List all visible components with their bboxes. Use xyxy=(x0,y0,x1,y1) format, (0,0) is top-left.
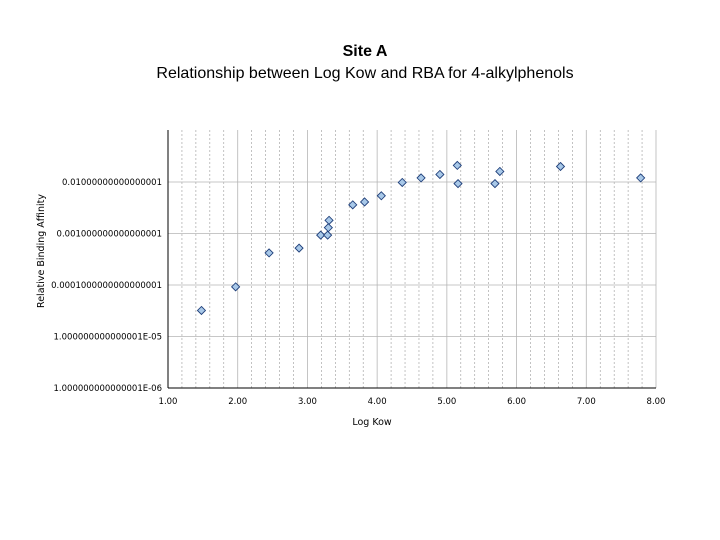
y-tick-label: 1.000000000000001E-05 xyxy=(54,333,162,343)
data-point xyxy=(348,200,358,210)
data-point xyxy=(453,178,463,189)
data-point xyxy=(416,173,426,183)
x-axis-title: Log Kow xyxy=(352,417,392,428)
data-point xyxy=(196,305,207,316)
x-tick-label: 1.00 xyxy=(159,397,178,407)
x-tick-label: 8.00 xyxy=(647,397,666,407)
x-tick-label: 5.00 xyxy=(437,397,456,407)
x-tick-label: 6.00 xyxy=(507,397,526,407)
data-point xyxy=(264,248,274,258)
axes xyxy=(167,130,656,389)
data-point xyxy=(555,161,566,172)
data-point xyxy=(452,160,462,171)
data-point xyxy=(376,191,386,201)
y-tick-label: 1.000000000000001E-06 xyxy=(54,384,162,394)
data-point xyxy=(323,222,333,233)
x-tick-label: 2.00 xyxy=(228,397,247,407)
grid-lines xyxy=(167,130,657,389)
x-tick-label: 3.00 xyxy=(298,397,317,407)
x-tick-label: 4.00 xyxy=(368,397,387,407)
y-tick-label: 0.01000000000000001 xyxy=(62,178,162,188)
data-points xyxy=(196,160,646,316)
data-point xyxy=(490,178,500,189)
chart-title-block: Site A Relationship between Log Kow and … xyxy=(0,41,720,85)
chart-title: Site A xyxy=(342,43,388,60)
y-tick-labels: 1.000000000000001E-06 1.000000000000001E-… xyxy=(51,178,162,394)
data-point xyxy=(435,169,445,180)
data-point xyxy=(636,173,646,183)
y-tick-label: 0.001000000000000001 xyxy=(57,230,162,240)
data-point xyxy=(397,177,407,188)
x-tick-labels: 1.00 2.00 3.00 4.00 5.00 6.00 7.00 8.00 xyxy=(159,397,666,407)
y-tick-label: 0.0001000000000000001 xyxy=(51,281,162,291)
chart-subtitle: Relationship between Log Kow and RBA for… xyxy=(156,65,574,82)
data-point xyxy=(495,166,505,177)
x-tick-label: 7.00 xyxy=(577,397,596,407)
data-point xyxy=(316,230,326,240)
data-point xyxy=(324,215,334,225)
data-point xyxy=(323,230,333,240)
data-point xyxy=(359,197,370,207)
y-axis-title: Relative Binding Affinity xyxy=(36,194,47,308)
data-point xyxy=(294,243,304,253)
data-point xyxy=(230,282,241,292)
